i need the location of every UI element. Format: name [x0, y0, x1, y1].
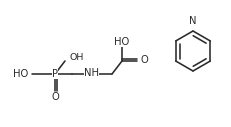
Text: P: P	[52, 69, 58, 79]
Text: HO: HO	[114, 37, 129, 47]
Text: O: O	[51, 92, 59, 102]
Text: OH: OH	[70, 52, 84, 61]
Text: NH: NH	[84, 68, 99, 78]
Text: N: N	[188, 16, 196, 26]
Text: HO: HO	[13, 69, 28, 79]
Text: O: O	[140, 55, 148, 65]
